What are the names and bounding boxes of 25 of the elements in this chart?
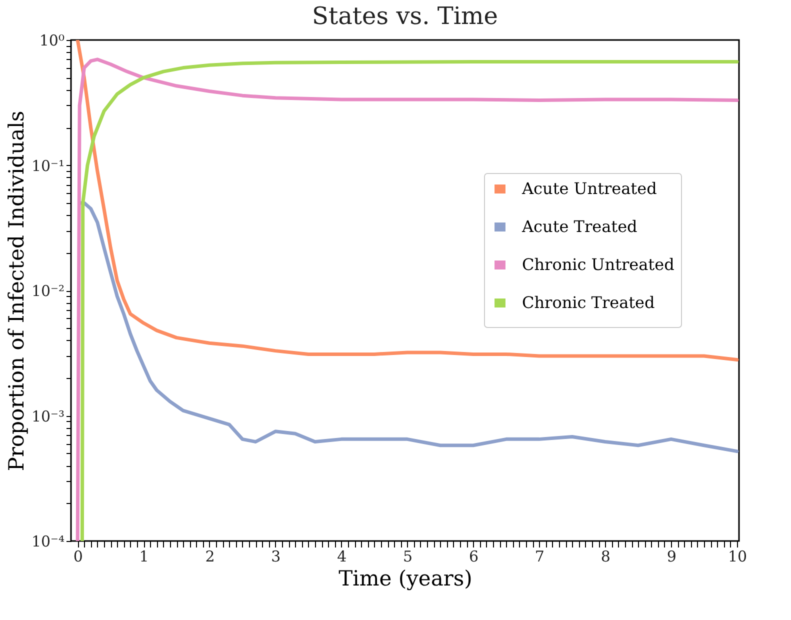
x-tick-label: 10 (728, 548, 748, 566)
y-tick-label: 10⁻¹ (31, 156, 64, 175)
y-tick-label: 10⁰ (39, 32, 64, 50)
x-tick-label: 4 (337, 548, 347, 566)
line-series (76, 40, 739, 362)
x-tick-label: 1 (139, 548, 149, 566)
y-tick-label: 10⁻³ (31, 407, 64, 426)
legend-label: Chronic Treated (522, 293, 655, 312)
legend-label: Acute Untreated (521, 179, 657, 198)
y-axis-title: Proportion of Infected Individuals (4, 110, 28, 472)
y-tick-label: 10⁻² (31, 282, 64, 300)
x-tick-label: 5 (403, 548, 413, 566)
y-tick-label: 10⁻⁴ (31, 532, 64, 550)
x-tick-label: 6 (468, 548, 479, 566)
x-tick-label: 7 (534, 548, 544, 566)
x-tick-label: 2 (205, 548, 215, 566)
x-tick-label: 3 (271, 548, 281, 566)
x-axis-title: Time (years) (338, 566, 472, 590)
legend-label: Acute Treated (521, 217, 638, 236)
x-tick-label: 0 (73, 548, 83, 566)
x-tick-label: 9 (666, 548, 676, 566)
x-tick-label: 8 (600, 548, 610, 566)
chart-title: States vs. Time (312, 2, 498, 30)
legend-label: Chronic Untreated (522, 255, 674, 274)
line-series (79, 201, 739, 454)
